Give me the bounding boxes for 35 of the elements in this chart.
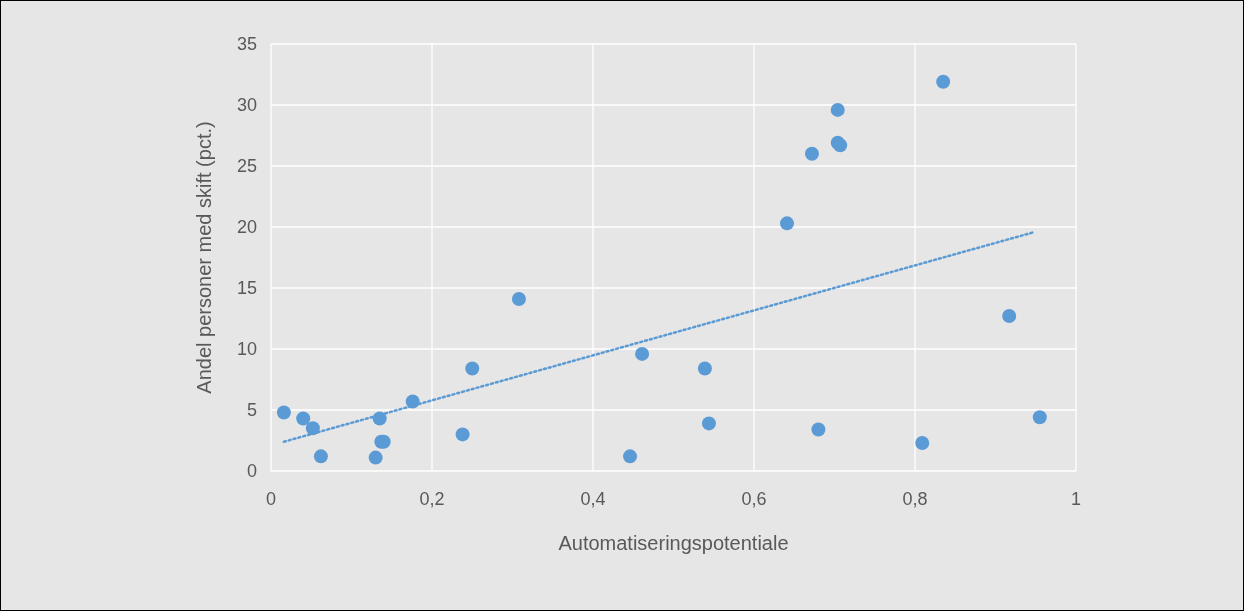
x-tick-label: 0,6 [741,489,767,509]
point [936,74,951,89]
point [701,416,716,431]
point [697,361,712,376]
y-tick-label: 20 [236,217,257,237]
y-tick-label: 25 [236,156,257,176]
point [313,449,328,464]
point [830,102,845,117]
point [1002,309,1017,324]
point [296,411,311,426]
point [804,146,819,161]
point [455,427,470,442]
point [276,405,291,420]
y-tick-label: 30 [236,95,257,115]
x-tick-label: 0,4 [580,489,606,509]
point [780,216,795,231]
y-tick-label: 15 [236,278,257,298]
point [1032,410,1047,425]
y-tick-label: 5 [246,400,257,420]
y-axis-title: Andel personer med skift (pct.) [193,121,215,394]
x-tick-label: 0 [265,489,277,509]
x-tick-label: 0,2 [419,489,445,509]
point [915,435,930,450]
x-tick-label: 1 [1070,489,1082,509]
point [623,449,638,464]
point [465,361,480,376]
point [511,291,526,306]
point [368,450,383,465]
point [811,422,826,437]
y-tick-label: 0 [246,461,257,481]
point [635,346,650,361]
y-tick-label: 10 [236,339,257,359]
y-tick-label: 35 [236,34,257,54]
x-axis-title: Automatiseringspotentiale [558,532,789,554]
x-tick-label: 0,8 [902,489,928,509]
